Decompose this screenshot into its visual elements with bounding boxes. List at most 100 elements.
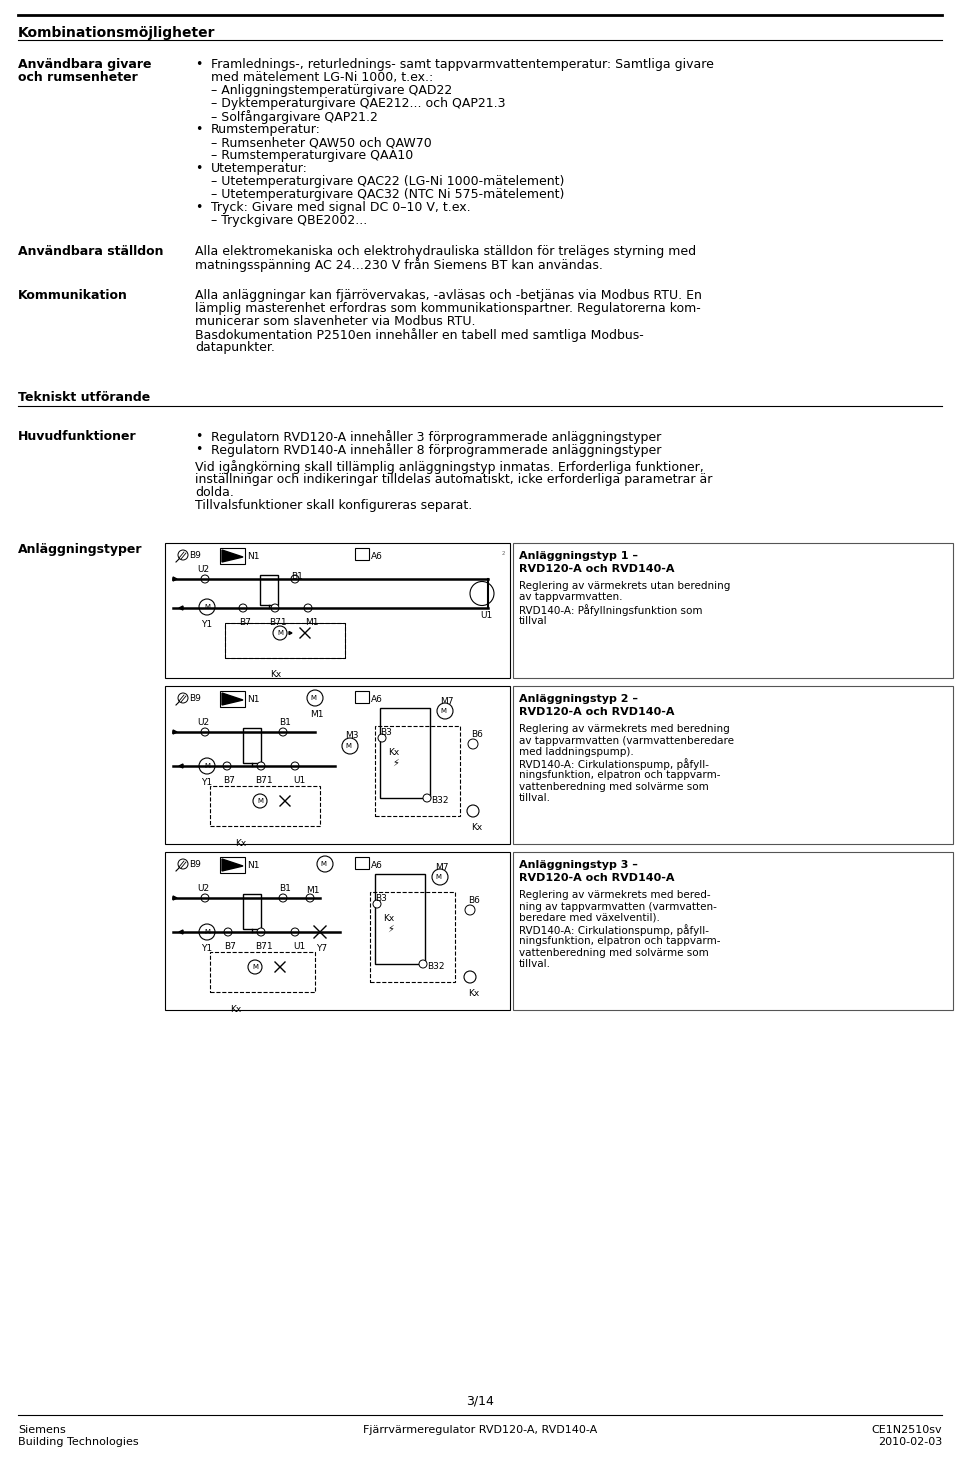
Bar [165,543,510,677]
Bar [210,785,320,825]
Circle shape [291,927,299,936]
Text: M1: M1 [310,710,324,719]
Text: •: • [195,201,203,214]
Text: Användbara ställdon: Användbara ställdon [18,246,163,257]
Text: Reglering av värmekrets med bered-: Reglering av värmekrets med bered- [519,890,710,901]
Text: N1: N1 [247,695,259,704]
Text: Rumstemperatur:: Rumstemperatur: [211,123,321,136]
Bar [375,726,460,816]
Polygon shape [222,694,243,705]
Text: U1: U1 [480,611,492,621]
Bar [380,708,430,799]
Text: – Rumsenheter QAW50 och QAW70: – Rumsenheter QAW50 och QAW70 [211,136,432,149]
Bar [513,852,953,1010]
Text: Tekniskt utförande: Tekniskt utförande [18,390,151,404]
Text: Kx: Kx [468,989,479,998]
Circle shape [248,960,262,975]
Bar [513,686,953,845]
Text: 3/14: 3/14 [466,1395,494,1408]
Text: dolda.: dolda. [195,487,234,498]
Circle shape [271,603,279,612]
Text: U2: U2 [197,884,209,893]
Polygon shape [289,632,292,634]
Bar [225,623,345,658]
Text: Basdokumentation P2510en innehåller en tabell med samtliga Modbus-: Basdokumentation P2510en innehåller en t… [195,328,644,342]
Text: Kx: Kx [388,748,399,757]
Circle shape [223,762,231,771]
Circle shape [304,603,312,612]
Polygon shape [222,550,243,562]
Bar [225,623,345,658]
Circle shape [467,805,479,816]
Text: – Rumstemperaturgivare QAA10: – Rumstemperaturgivare QAA10 [211,149,413,163]
Circle shape [317,856,333,873]
Bar [260,575,278,605]
Circle shape [291,575,299,583]
Bar [355,549,369,561]
Text: med laddningspump).: med laddningspump). [519,747,634,757]
Text: B7: B7 [239,618,251,627]
Text: – Solfångargivare QAP21.2: – Solfångargivare QAP21.2 [211,109,378,124]
Text: Siemens: Siemens [18,1424,65,1435]
Text: datapunkter.: datapunkter. [195,342,275,353]
Circle shape [178,694,188,703]
Text: A6: A6 [371,861,383,870]
Bar [243,893,261,929]
Bar [513,543,953,677]
Bar [165,852,510,1010]
Text: tillval.: tillval. [519,793,551,803]
Circle shape [378,734,386,742]
Text: M: M [345,742,351,748]
Text: B6: B6 [468,896,480,905]
Text: B9: B9 [189,552,201,561]
Text: Kx: Kx [383,914,395,923]
Text: M: M [252,964,258,970]
Text: B7: B7 [224,942,236,951]
Polygon shape [222,859,243,871]
Text: U1: U1 [293,942,305,951]
Circle shape [257,762,265,771]
Polygon shape [173,577,177,581]
Text: – Anliggningstemperatürgivare QAD22: – Anliggningstemperatürgivare QAD22 [211,84,452,98]
Text: Fjärrvärmeregulator RVD120-A, RVD140-A: Fjärrvärmeregulator RVD120-A, RVD140-A [363,1424,597,1435]
Bar [165,686,510,845]
Text: RVD140-A: Påfyllningsfunktion som: RVD140-A: Påfyllningsfunktion som [519,603,703,615]
Text: B9: B9 [189,694,201,703]
Circle shape [373,901,381,908]
Text: beredare med växelventil).: beredare med växelventil). [519,913,660,923]
Text: Alla anläggningar kan fjärrövervakas, -avläsas och -betjänas via Modbus RTU. En: Alla anläggningar kan fjärrövervakas, -a… [195,288,702,302]
Text: U2: U2 [197,565,209,574]
Circle shape [199,924,215,941]
Text: M: M [310,695,316,701]
Polygon shape [179,606,183,609]
Text: lämplig masterenhet erfordras som kommunikationspartner. Regulatorerna kom-: lämplig masterenhet erfordras som kommun… [195,302,701,315]
Text: vattenberedning med solvärme som: vattenberedning med solvärme som [519,948,708,957]
Circle shape [432,870,448,884]
Text: RVD120-A och RVD140-A: RVD120-A och RVD140-A [519,563,675,574]
Bar [220,691,245,707]
Text: Anläggningstyper: Anläggningstyper [18,543,142,556]
Circle shape [201,893,209,902]
Bar [210,952,315,992]
Text: B1: B1 [291,572,302,581]
Text: B71: B71 [255,776,273,785]
Text: B71: B71 [255,942,273,951]
Text: Kombinationsmöjligheter: Kombinationsmöjligheter [18,27,215,40]
Text: M7: M7 [440,697,453,705]
Text: M7: M7 [435,864,448,873]
Bar [220,549,245,563]
Text: ningsfunktion, elpatron och tappvarm-: ningsfunktion, elpatron och tappvarm- [519,771,721,779]
Circle shape [224,927,232,936]
Text: Building Technologies: Building Technologies [18,1438,138,1446]
Text: ningsfunktion, elpatron och tappvarm-: ningsfunktion, elpatron och tappvarm- [519,936,721,947]
Circle shape [201,575,209,583]
Text: Utetemperatur:: Utetemperatur: [211,163,308,175]
Text: – Tryckgivare QBE2002...: – Tryckgivare QBE2002... [211,214,368,226]
Text: Alla elektromekaniska och elektrohydrauliska ställdon för treläges styrning med: Alla elektromekaniska och elektrohydraul… [195,246,696,257]
Text: M3: M3 [345,731,358,740]
Text: Regulatorn RVD120-A innehåller 3 förprogrammerade anläggningstyper: Regulatorn RVD120-A innehåller 3 förprog… [211,430,661,444]
Text: Framlednings-, returlednings- samt tappvarmvattentemperatur: Samtliga givare: Framlednings-, returlednings- samt tappv… [211,58,714,71]
Circle shape [279,893,287,902]
Text: Y7: Y7 [316,944,327,952]
Text: inställningar och indikeringar tilldelas automatiskt, icke erforderliga parametr: inställningar och indikeringar tilldelas… [195,473,712,487]
